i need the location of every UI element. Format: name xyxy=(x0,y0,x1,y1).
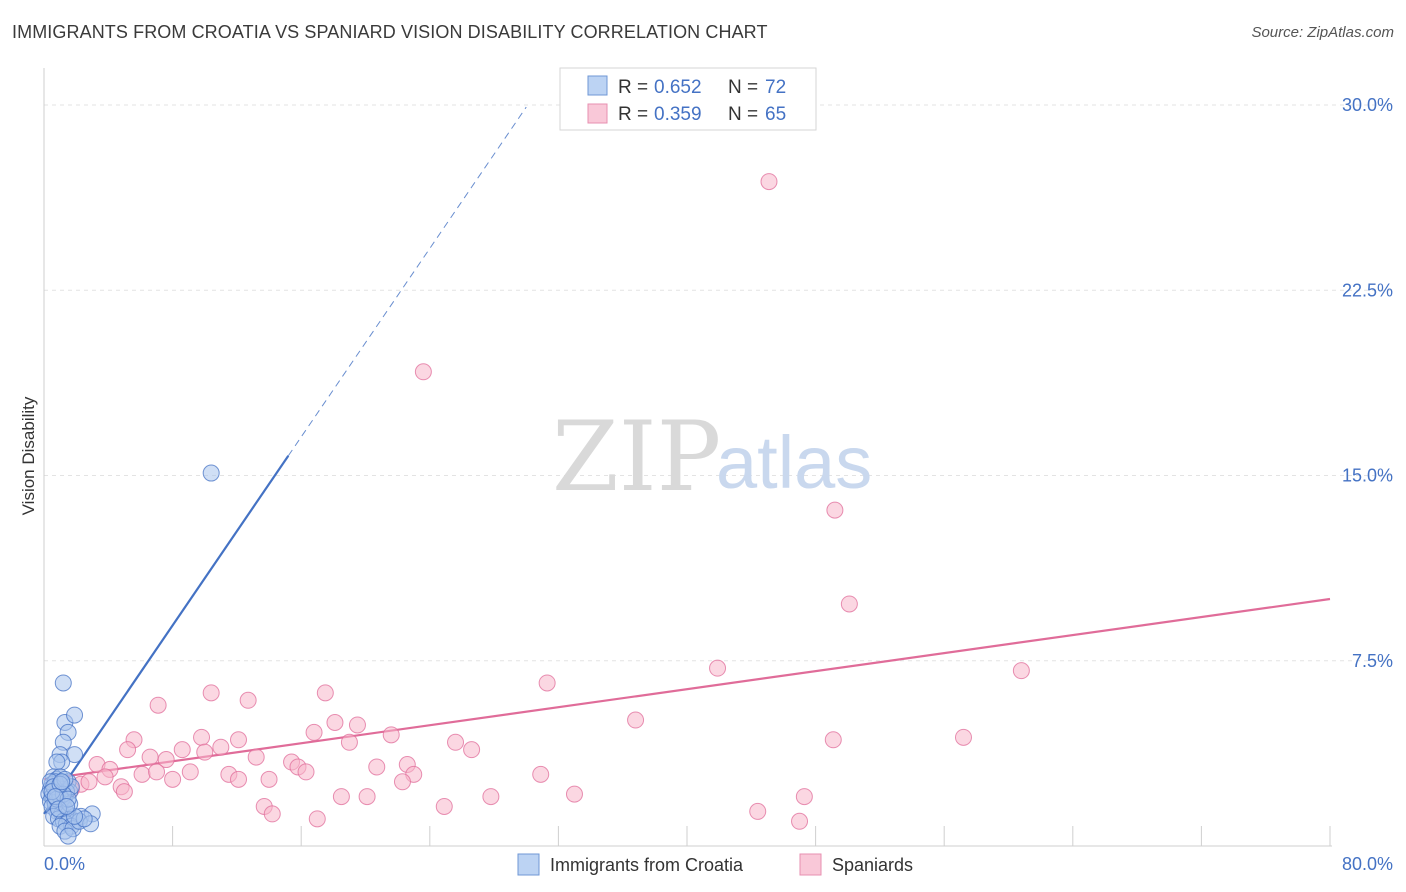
legend-swatch-croatia xyxy=(587,75,608,96)
x-tick-label-max: 80.0% xyxy=(1342,854,1393,874)
watermark-zip: ZIP xyxy=(552,401,721,513)
data-point-croatia xyxy=(66,746,84,764)
legend-r-label-spaniards: R = xyxy=(618,104,648,125)
y-tick-label: 22.5% xyxy=(1342,280,1393,300)
data-point-spaniards xyxy=(414,363,432,381)
series-legend-swatch-croatia xyxy=(517,853,540,876)
data-point-spaniards xyxy=(709,659,727,677)
data-point-spaniards xyxy=(263,805,281,823)
data-point-spaniards xyxy=(96,768,114,786)
data-point-spaniards xyxy=(196,743,214,761)
data-point-spaniards xyxy=(230,731,248,749)
trend-line-croatia-extension xyxy=(287,106,527,457)
data-point-spaniards xyxy=(348,716,366,734)
y-tick-labels: 7.5% 15.0% 22.5% 30.0% xyxy=(1342,95,1393,671)
data-point-spaniards xyxy=(760,173,778,191)
x-axis-ticks xyxy=(172,826,1331,846)
y-axis-label: Vision Disability xyxy=(19,396,38,515)
data-point-spaniards xyxy=(148,763,166,781)
data-point-spaniards xyxy=(340,733,358,751)
data-point-spaniards xyxy=(826,501,844,519)
data-point-spaniards xyxy=(260,770,278,788)
data-point-spaniards xyxy=(463,741,481,759)
data-point-croatia xyxy=(58,797,76,815)
data-point-spaniards xyxy=(393,773,411,791)
data-point-spaniards xyxy=(157,751,175,769)
data-point-spaniards xyxy=(133,765,151,783)
data-point-croatia xyxy=(53,773,71,791)
data-point-spaniards xyxy=(482,788,500,806)
data-point-spaniards xyxy=(1012,662,1030,680)
data-point-spaniards xyxy=(538,674,556,692)
data-point-spaniards xyxy=(954,728,972,746)
data-point-spaniards xyxy=(447,733,465,751)
data-point-spaniards xyxy=(305,723,323,741)
data-point-spaniards xyxy=(181,763,199,781)
series-legend-label-croatia: Immigrants from Croatia xyxy=(550,855,744,875)
series-legend-label-spaniards: Spaniards xyxy=(832,855,913,875)
axes xyxy=(43,68,1332,847)
legend-r-value-spaniards: 0.359 xyxy=(654,104,702,125)
data-point-spaniards xyxy=(119,741,137,759)
data-point-spaniards xyxy=(297,763,315,781)
data-point-spaniards xyxy=(749,802,767,820)
watermark: ZIP atlas xyxy=(552,401,872,513)
gridlines xyxy=(44,104,1394,662)
data-point-spaniards xyxy=(115,783,133,801)
data-point-spaniards xyxy=(212,738,230,756)
data-point-spaniards xyxy=(80,773,98,791)
data-point-croatia xyxy=(54,674,72,692)
data-point-spaniards xyxy=(824,731,842,749)
data-point-spaniards xyxy=(164,770,182,788)
data-points xyxy=(40,173,1030,845)
data-point-spaniards xyxy=(173,741,191,759)
legend-n-label-croatia: N = xyxy=(728,77,758,98)
legend-swatch-spaniards xyxy=(587,103,608,124)
data-point-spaniards xyxy=(791,812,809,830)
legend-r-label-croatia: R = xyxy=(618,77,648,98)
data-point-spaniards xyxy=(326,714,344,732)
data-point-spaniards xyxy=(532,765,550,783)
trend-line-croatia xyxy=(43,455,290,815)
y-tick-label: 15.0% xyxy=(1342,466,1393,486)
data-point-croatia xyxy=(59,827,77,845)
data-point-spaniards xyxy=(565,785,583,803)
data-point-spaniards xyxy=(149,696,167,714)
y-tick-label: 30.0% xyxy=(1342,95,1393,115)
data-point-croatia xyxy=(66,706,84,724)
data-point-spaniards xyxy=(368,758,386,776)
data-point-spaniards xyxy=(332,788,350,806)
legend-n-value-spaniards: 65 xyxy=(765,104,786,125)
chart-title: IMMIGRANTS FROM CROATIA VS SPANIARD VISI… xyxy=(12,22,768,42)
trend-line-spaniards xyxy=(43,597,1331,781)
legend-r-value-croatia: 0.652 xyxy=(654,77,702,98)
data-point-croatia xyxy=(48,753,66,771)
watermark-atlas: atlas xyxy=(716,421,872,504)
series-legend-swatch-spaniards xyxy=(799,853,822,876)
x-tick-label-min: 0.0% xyxy=(44,854,85,874)
data-point-spaniards xyxy=(840,595,858,613)
data-point-spaniards xyxy=(247,748,265,766)
data-point-spaniards xyxy=(358,788,376,806)
data-point-spaniards xyxy=(435,797,453,815)
data-point-spaniards xyxy=(382,726,400,744)
legend-n-label-spaniards: N = xyxy=(728,104,758,125)
data-point-spaniards xyxy=(202,684,220,702)
stats-legend: R = 0.652 N = 72 R = 0.359 N = 65 xyxy=(559,67,817,131)
series-legend: Immigrants from Croatia Spaniards xyxy=(517,853,913,876)
data-point-croatia xyxy=(202,464,220,482)
data-point-spaniards xyxy=(193,728,211,746)
legend-n-value-croatia: 72 xyxy=(765,77,786,98)
data-point-spaniards xyxy=(230,770,248,788)
y-tick-label: 7.5% xyxy=(1352,651,1393,671)
data-point-spaniards xyxy=(795,788,813,806)
data-point-spaniards xyxy=(239,691,257,709)
data-point-spaniards xyxy=(627,711,645,729)
data-point-spaniards xyxy=(316,684,334,702)
data-point-spaniards xyxy=(308,810,326,828)
data-point-spaniards xyxy=(141,748,159,766)
chart-source: Source: ZipAtlas.com xyxy=(1251,24,1394,41)
